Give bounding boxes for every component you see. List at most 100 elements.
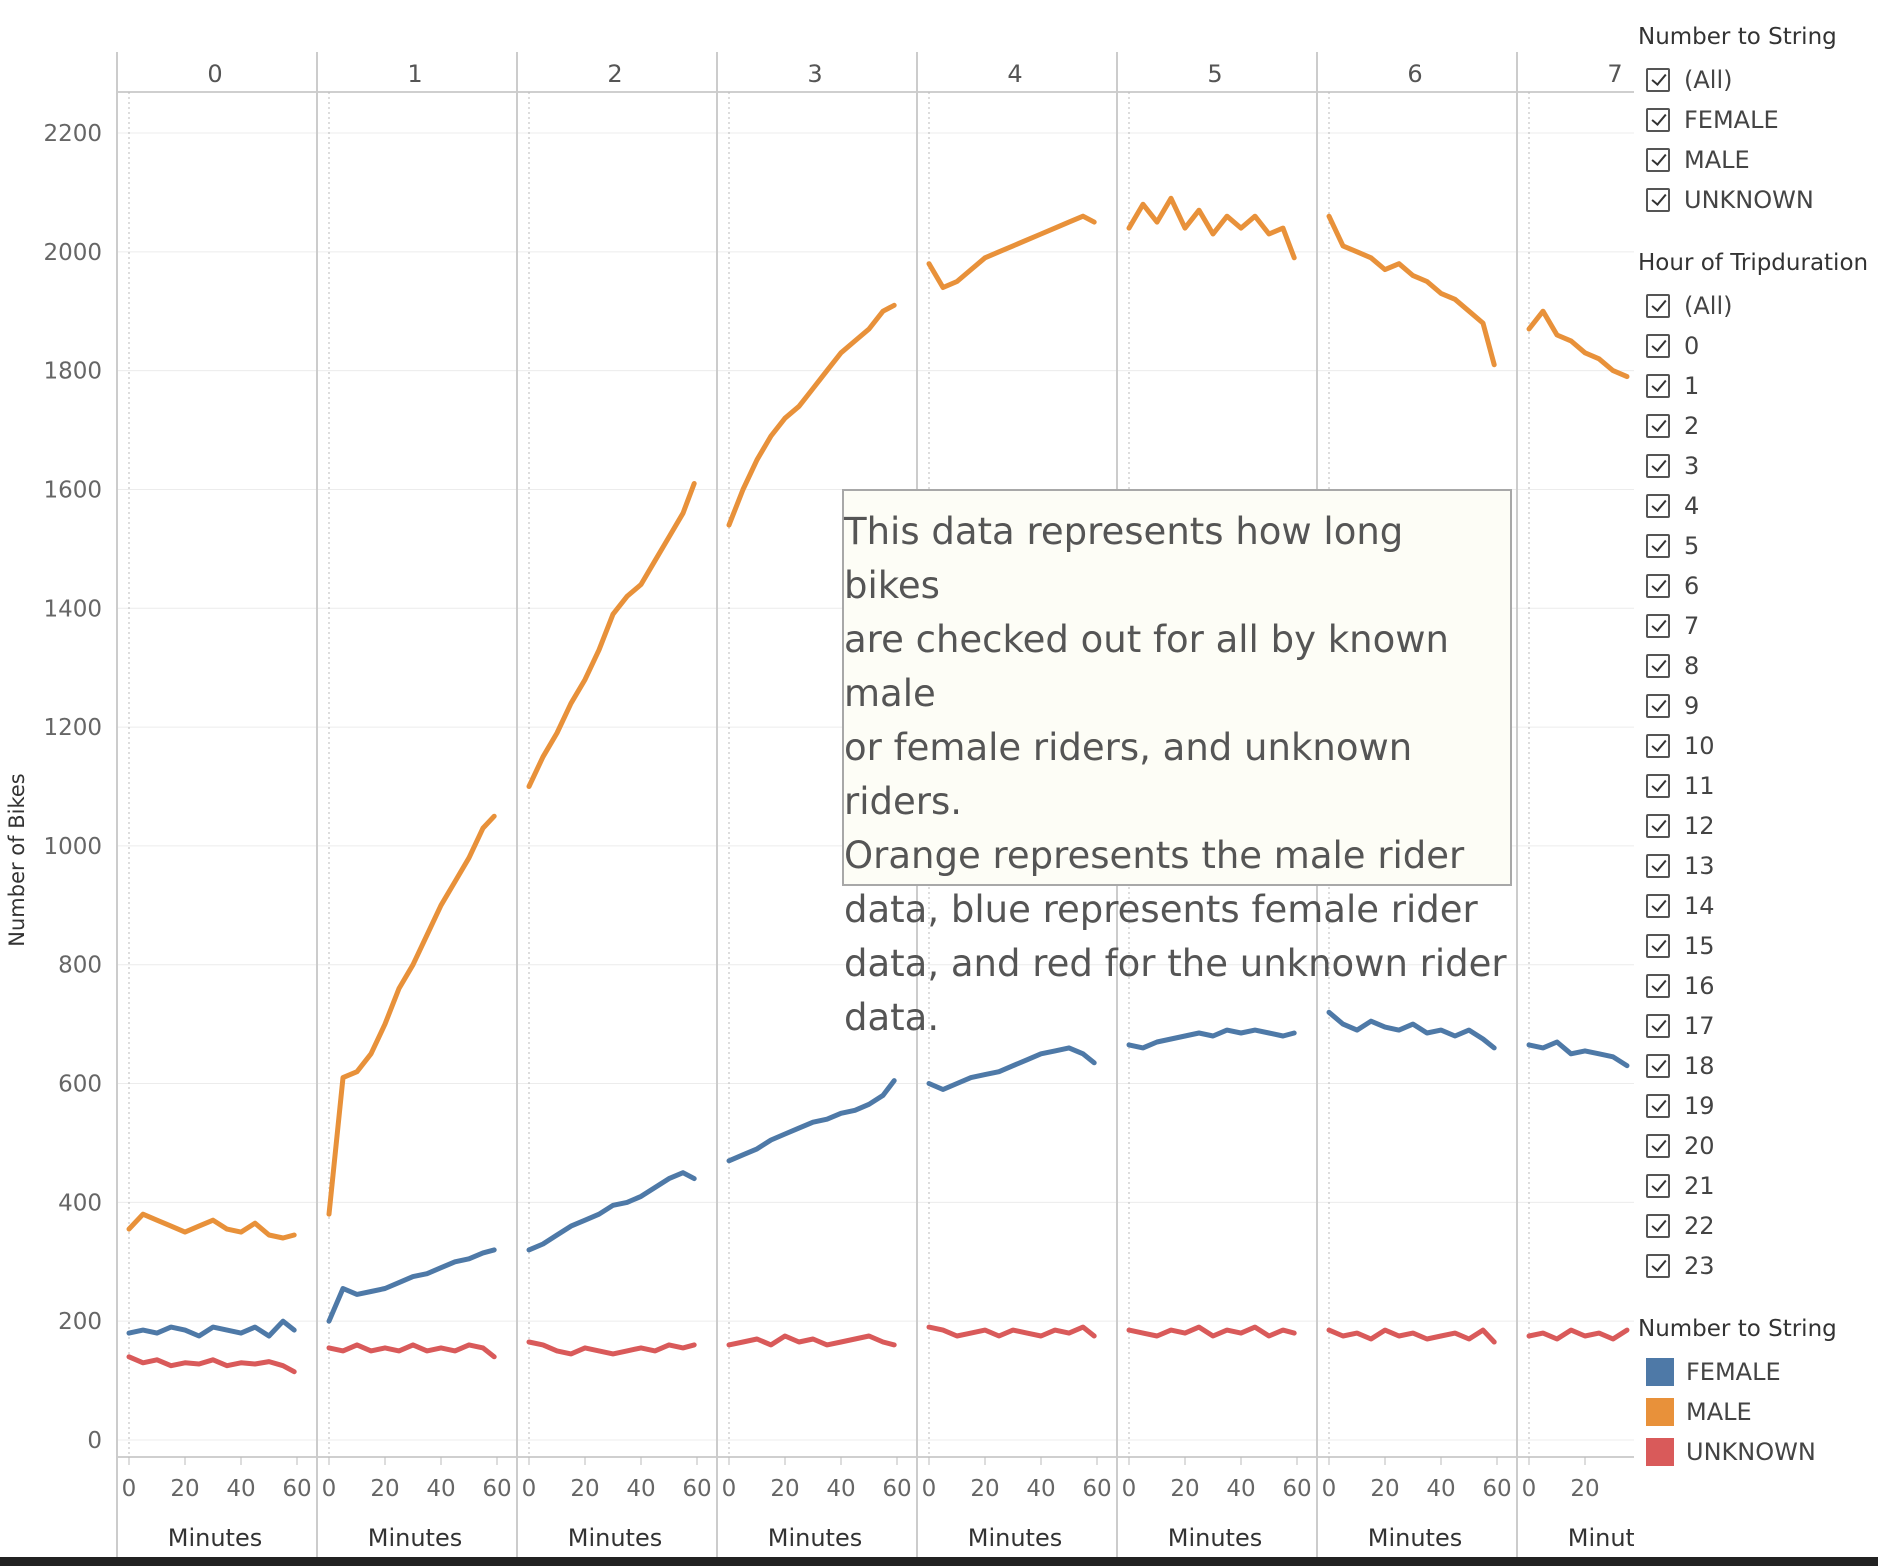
hour-filter-label: 4 <box>1684 492 1700 520</box>
checkbox[interactable] <box>1646 774 1670 798</box>
gender-filter-label: UNKNOWN <box>1684 186 1814 214</box>
checkbox[interactable] <box>1646 934 1670 958</box>
hour-filter-item[interactable]: 2 <box>1646 406 1699 446</box>
series-line-female <box>1526 1039 1630 1069</box>
checkbox[interactable] <box>1646 894 1670 918</box>
checkbox[interactable] <box>1646 814 1670 838</box>
hour-filter-item[interactable]: 1 <box>1646 366 1699 406</box>
x-tick-label: 0 <box>1322 1476 1337 1502</box>
color-swatch <box>1646 1358 1674 1386</box>
hour-filter-item[interactable]: 18 <box>1646 1046 1715 1086</box>
checkbox[interactable] <box>1646 334 1670 358</box>
series-line-female <box>1126 1027 1297 1051</box>
color-legend-item[interactable]: MALE <box>1646 1392 1752 1432</box>
y-tick-label: 1800 <box>43 359 102 385</box>
annotation-line: data, and red for the unknown rider <box>844 942 1507 985</box>
checkbox[interactable] <box>1646 294 1670 318</box>
series-line-unknown <box>1126 1324 1297 1339</box>
hour-filter-item[interactable]: 10 <box>1646 726 1715 766</box>
legend-panel: Number to String (All) FEMALE MALE UNKNOWN … <box>1634 0 1878 1566</box>
checkbox[interactable] <box>1646 1134 1670 1158</box>
gender-filter-item[interactable]: FEMALE <box>1646 100 1779 140</box>
checkbox[interactable] <box>1646 614 1670 638</box>
hour-filter-item[interactable]: 15 <box>1646 926 1715 966</box>
color-legend-item[interactable]: UNKNOWN <box>1646 1432 1816 1472</box>
x-tick-label: 20 <box>170 1476 199 1502</box>
hour-filter-item[interactable]: 5 <box>1646 526 1699 566</box>
checkbox[interactable] <box>1646 188 1670 212</box>
x-tick-label: 0 <box>122 1476 137 1502</box>
hour-filter-label: 18 <box>1684 1052 1715 1080</box>
hour-filter-item[interactable]: 20 <box>1646 1126 1715 1166</box>
hour-filter-item[interactable]: (All) <box>1646 286 1732 326</box>
hour-filter-item[interactable]: 17 <box>1646 1006 1715 1046</box>
facet-label: 1 <box>407 60 422 88</box>
hour-filter-label: 10 <box>1684 732 1715 760</box>
hour-filter-item[interactable]: 12 <box>1646 806 1715 846</box>
hour-filter-item[interactable]: 19 <box>1646 1086 1715 1126</box>
hour-filter-item[interactable]: 3 <box>1646 446 1699 486</box>
series-line-unknown <box>1526 1327 1630 1342</box>
x-tick-label: 0 <box>1122 1476 1137 1502</box>
y-tick-label: 600 <box>58 1072 102 1098</box>
hour-filter-label: 23 <box>1684 1252 1715 1280</box>
checkbox[interactable] <box>1646 574 1670 598</box>
hour-filter-item[interactable]: 23 <box>1646 1246 1715 1286</box>
x-tick-label: 0 <box>522 1476 537 1502</box>
hour-filter-item[interactable]: 21 <box>1646 1166 1715 1206</box>
checkbox[interactable] <box>1646 1094 1670 1118</box>
gender-filter-item[interactable]: UNKNOWN <box>1646 180 1814 220</box>
checkbox[interactable] <box>1646 148 1670 172</box>
checkbox[interactable] <box>1646 734 1670 758</box>
series-line-male <box>126 1211 297 1241</box>
checkbox[interactable] <box>1646 1054 1670 1078</box>
hour-filter-item[interactable]: 9 <box>1646 686 1699 726</box>
hour-filter-item[interactable]: 22 <box>1646 1206 1715 1246</box>
checkbox[interactable] <box>1646 854 1670 878</box>
checkbox[interactable] <box>1646 534 1670 558</box>
hour-filter-label: 20 <box>1684 1132 1715 1160</box>
hour-filter-item[interactable]: 4 <box>1646 486 1699 526</box>
hour-filter-label: 11 <box>1684 772 1715 800</box>
hour-filter-label: 13 <box>1684 852 1715 880</box>
checkbox[interactable] <box>1646 694 1670 718</box>
color-swatch <box>1646 1438 1674 1466</box>
y-tick-label: 200 <box>58 1309 102 1335</box>
checkbox[interactable] <box>1646 1254 1670 1278</box>
hour-filter-item[interactable]: 11 <box>1646 766 1715 806</box>
checkbox[interactable] <box>1646 1214 1670 1238</box>
hour-filter-item[interactable]: 14 <box>1646 886 1715 926</box>
x-axis-title: Minutes <box>768 1524 862 1552</box>
x-tick-label: 20 <box>370 1476 399 1502</box>
hour-filter-label: (All) <box>1684 292 1733 320</box>
hour-filter-item[interactable]: 7 <box>1646 606 1699 646</box>
checkbox[interactable] <box>1646 414 1670 438</box>
x-axis-title: Minutes <box>368 1524 462 1552</box>
facet-label: 2 <box>607 60 622 88</box>
checkbox[interactable] <box>1646 454 1670 478</box>
checkbox[interactable] <box>1646 974 1670 998</box>
gender-filter-item[interactable]: (All) <box>1646 60 1732 100</box>
series-line-unknown <box>326 1342 497 1360</box>
x-axis-title: Minutes <box>968 1524 1062 1552</box>
y-tick-label: 1600 <box>43 477 102 503</box>
checkbox[interactable] <box>1646 654 1670 678</box>
checkbox[interactable] <box>1646 1174 1670 1198</box>
checkbox[interactable] <box>1646 108 1670 132</box>
facet-label: 6 <box>1407 60 1422 88</box>
hour-filter-label: 22 <box>1684 1212 1715 1240</box>
hour-filter-item[interactable]: 6 <box>1646 566 1699 606</box>
hour-filter-item[interactable]: 13 <box>1646 846 1715 886</box>
hour-filter-label: 8 <box>1684 652 1700 680</box>
checkbox[interactable] <box>1646 1014 1670 1038</box>
series-line-unknown <box>926 1324 1097 1339</box>
hour-filter-item[interactable]: 16 <box>1646 966 1715 1006</box>
checkbox[interactable] <box>1646 494 1670 518</box>
color-legend-label: UNKNOWN <box>1686 1438 1816 1466</box>
checkbox[interactable] <box>1646 68 1670 92</box>
hour-filter-item[interactable]: 0 <box>1646 326 1699 366</box>
hour-filter-item[interactable]: 8 <box>1646 646 1699 686</box>
checkbox[interactable] <box>1646 374 1670 398</box>
gender-filter-item[interactable]: MALE <box>1646 140 1750 180</box>
color-legend-item[interactable]: FEMALE <box>1646 1352 1781 1392</box>
